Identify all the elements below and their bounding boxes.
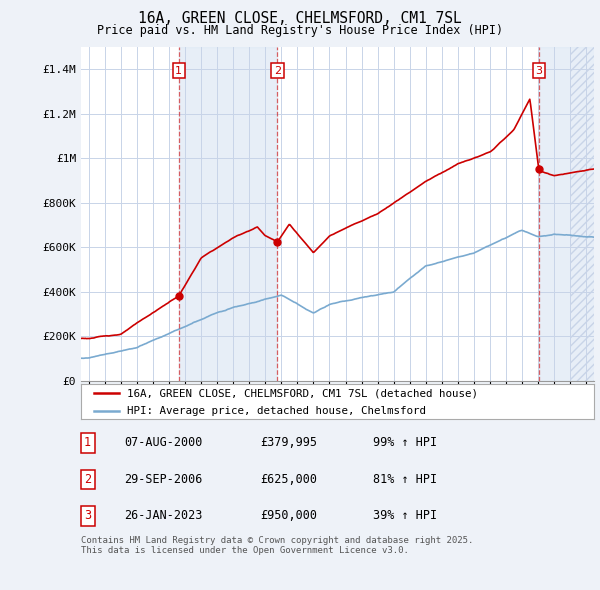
Text: 07-AUG-2000: 07-AUG-2000 (125, 437, 203, 450)
Text: 26-JAN-2023: 26-JAN-2023 (125, 510, 203, 523)
Text: Contains HM Land Registry data © Crown copyright and database right 2025.
This d: Contains HM Land Registry data © Crown c… (81, 536, 473, 555)
Text: 16A, GREEN CLOSE, CHELMSFORD, CM1 7SL: 16A, GREEN CLOSE, CHELMSFORD, CM1 7SL (138, 11, 462, 25)
Text: 29-SEP-2006: 29-SEP-2006 (125, 473, 203, 486)
Text: 16A, GREEN CLOSE, CHELMSFORD, CM1 7SL (detached house): 16A, GREEN CLOSE, CHELMSFORD, CM1 7SL (d… (127, 388, 478, 398)
Text: £625,000: £625,000 (260, 473, 317, 486)
Text: £950,000: £950,000 (260, 510, 317, 523)
Bar (570, 47, 600, 381)
Text: HPI: Average price, detached house, Chelmsford: HPI: Average price, detached house, Chel… (127, 406, 426, 416)
Text: £379,995: £379,995 (260, 437, 317, 450)
Text: 81% ↑ HPI: 81% ↑ HPI (373, 473, 437, 486)
Text: 2: 2 (274, 65, 281, 76)
Text: 99% ↑ HPI: 99% ↑ HPI (373, 437, 437, 450)
Text: 39% ↑ HPI: 39% ↑ HPI (373, 510, 437, 523)
Text: Price paid vs. HM Land Registry's House Price Index (HPI): Price paid vs. HM Land Registry's House … (97, 24, 503, 37)
Text: 1: 1 (175, 65, 182, 76)
Text: 3: 3 (536, 65, 542, 76)
Bar (539, 47, 600, 381)
Text: 3: 3 (84, 510, 91, 523)
Text: 1: 1 (84, 437, 91, 450)
Bar (179, 47, 277, 381)
Text: 2: 2 (84, 473, 91, 486)
